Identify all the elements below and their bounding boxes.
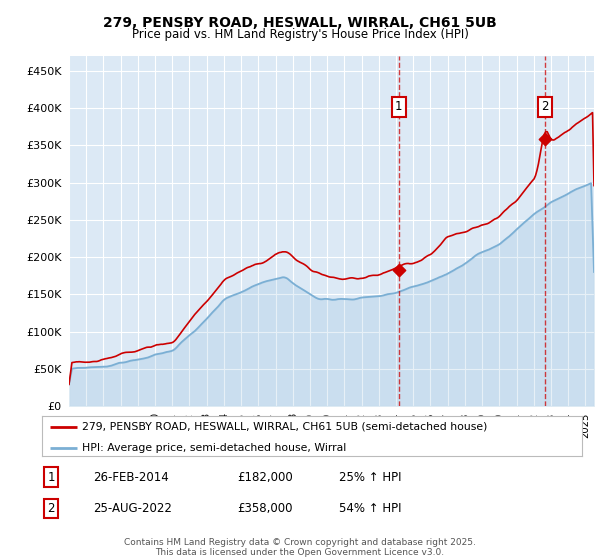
Text: Price paid vs. HM Land Registry's House Price Index (HPI): Price paid vs. HM Land Registry's House … (131, 28, 469, 41)
Text: £358,000: £358,000 (237, 502, 293, 515)
Text: 1: 1 (395, 100, 403, 113)
Text: 25% ↑ HPI: 25% ↑ HPI (339, 470, 401, 484)
Text: HPI: Average price, semi-detached house, Wirral: HPI: Average price, semi-detached house,… (83, 442, 347, 452)
Point (540, 135, 550, 144)
Text: 279, PENSBY ROAD, HESWALL, WIRRAL, CH61 5UB (semi-detached house): 279, PENSBY ROAD, HESWALL, WIRRAL, CH61 … (83, 422, 488, 432)
Text: 25-AUG-2022: 25-AUG-2022 (93, 502, 172, 515)
Text: £182,000: £182,000 (237, 470, 293, 484)
Text: 26-FEB-2014: 26-FEB-2014 (93, 470, 169, 484)
Text: 2: 2 (47, 502, 55, 515)
Text: 54% ↑ HPI: 54% ↑ HPI (339, 502, 401, 515)
Point (394, 266, 403, 275)
Text: 2: 2 (541, 100, 548, 113)
Text: Contains HM Land Registry data © Crown copyright and database right 2025.
This d: Contains HM Land Registry data © Crown c… (124, 538, 476, 557)
Text: 279, PENSBY ROAD, HESWALL, WIRRAL, CH61 5UB: 279, PENSBY ROAD, HESWALL, WIRRAL, CH61 … (103, 16, 497, 30)
Text: 1: 1 (47, 470, 55, 484)
